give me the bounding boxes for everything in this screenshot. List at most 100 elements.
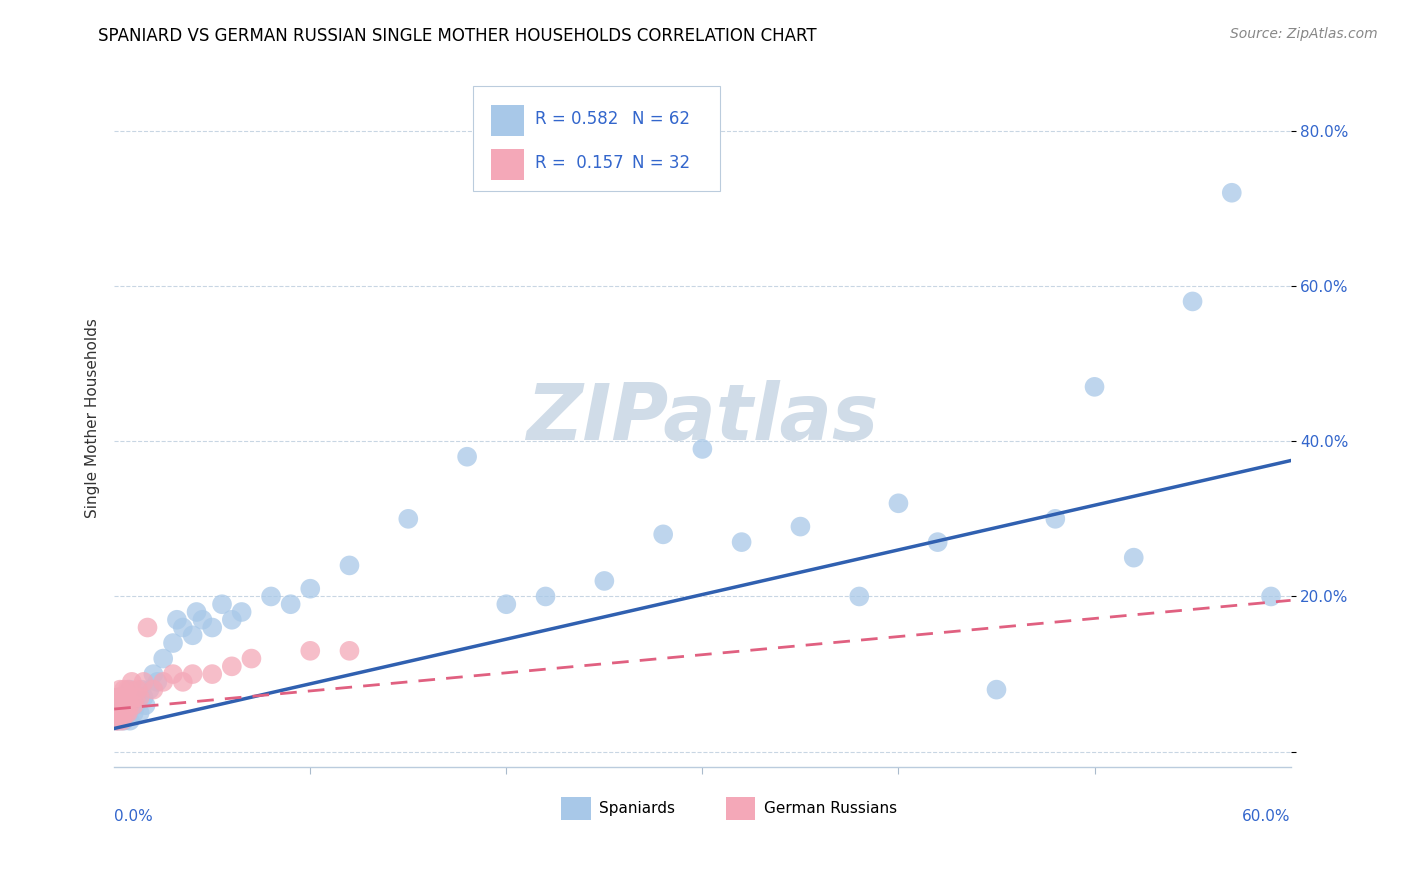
Point — [115, 706, 138, 720]
Point — [166, 613, 188, 627]
Point — [299, 644, 322, 658]
Point — [115, 690, 138, 705]
Point — [125, 690, 148, 705]
Point — [115, 690, 138, 705]
Point — [115, 706, 138, 720]
Text: 60.0%: 60.0% — [1241, 809, 1291, 824]
Point — [162, 667, 184, 681]
FancyBboxPatch shape — [491, 105, 523, 136]
Point — [162, 636, 184, 650]
Point — [692, 442, 714, 456]
Text: Source: ZipAtlas.com: Source: ZipAtlas.com — [1230, 27, 1378, 41]
Point — [1260, 590, 1282, 604]
FancyBboxPatch shape — [725, 797, 755, 820]
Point — [848, 590, 870, 604]
Point — [152, 674, 174, 689]
Point — [339, 644, 361, 658]
Point — [111, 714, 134, 728]
FancyBboxPatch shape — [472, 86, 720, 191]
Point — [789, 519, 811, 533]
Point — [181, 667, 204, 681]
Point — [128, 690, 150, 705]
Point — [1122, 550, 1144, 565]
Point — [887, 496, 910, 510]
FancyBboxPatch shape — [561, 797, 591, 820]
Point — [112, 698, 135, 713]
Point — [118, 682, 141, 697]
Point — [128, 706, 150, 720]
Point — [142, 682, 165, 697]
Text: R =  0.157: R = 0.157 — [536, 153, 624, 172]
Point — [117, 706, 139, 720]
Point — [132, 690, 155, 705]
Point — [112, 706, 135, 720]
Point — [986, 682, 1008, 697]
Point — [1181, 294, 1204, 309]
Point — [112, 682, 135, 697]
Point — [118, 698, 141, 713]
Point — [131, 682, 153, 697]
Point — [172, 674, 194, 689]
Text: SPANIARD VS GERMAN RUSSIAN SINGLE MOTHER HOUSEHOLDS CORRELATION CHART: SPANIARD VS GERMAN RUSSIAN SINGLE MOTHER… — [98, 27, 817, 45]
Point — [111, 690, 134, 705]
Point — [117, 706, 139, 720]
Point — [396, 512, 419, 526]
Point — [1045, 512, 1067, 526]
Point — [138, 682, 160, 697]
Point — [534, 590, 557, 604]
Point — [107, 706, 129, 720]
Point — [108, 682, 131, 697]
Point — [240, 651, 263, 665]
Point — [135, 698, 157, 713]
Point — [117, 682, 139, 697]
Point — [221, 659, 243, 673]
Point — [730, 535, 752, 549]
Point — [107, 714, 129, 728]
Point — [107, 690, 129, 705]
Point — [495, 597, 517, 611]
Point — [118, 714, 141, 728]
Point — [111, 706, 134, 720]
Point — [280, 597, 302, 611]
Point — [191, 613, 214, 627]
Point — [146, 674, 169, 689]
Point — [107, 690, 129, 705]
Point — [117, 690, 139, 705]
Point — [231, 605, 253, 619]
Text: N = 62: N = 62 — [631, 110, 690, 128]
Point — [121, 698, 143, 713]
Point — [127, 682, 149, 697]
Text: 0.0%: 0.0% — [114, 809, 153, 824]
Point — [652, 527, 675, 541]
Text: German Russians: German Russians — [763, 801, 897, 816]
Point — [186, 605, 208, 619]
Text: ZIPatlas: ZIPatlas — [526, 380, 879, 456]
Point — [108, 698, 131, 713]
Point — [201, 667, 224, 681]
Point — [299, 582, 322, 596]
Point — [152, 651, 174, 665]
Point — [201, 620, 224, 634]
Point — [260, 590, 283, 604]
Point — [593, 574, 616, 588]
Point — [221, 613, 243, 627]
Point — [211, 597, 233, 611]
Point — [108, 714, 131, 728]
Point — [142, 667, 165, 681]
Point — [927, 535, 949, 549]
Point — [339, 558, 361, 573]
Point — [122, 690, 145, 705]
Point — [108, 706, 131, 720]
Point — [105, 714, 128, 728]
Point — [1220, 186, 1243, 200]
FancyBboxPatch shape — [491, 149, 523, 180]
Point — [125, 698, 148, 713]
Y-axis label: Single Mother Households: Single Mother Households — [86, 318, 100, 518]
Point — [105, 698, 128, 713]
Point — [105, 714, 128, 728]
Point — [111, 690, 134, 705]
Text: Spaniards: Spaniards — [599, 801, 675, 816]
Point — [136, 620, 159, 634]
Point — [121, 674, 143, 689]
Point — [456, 450, 478, 464]
